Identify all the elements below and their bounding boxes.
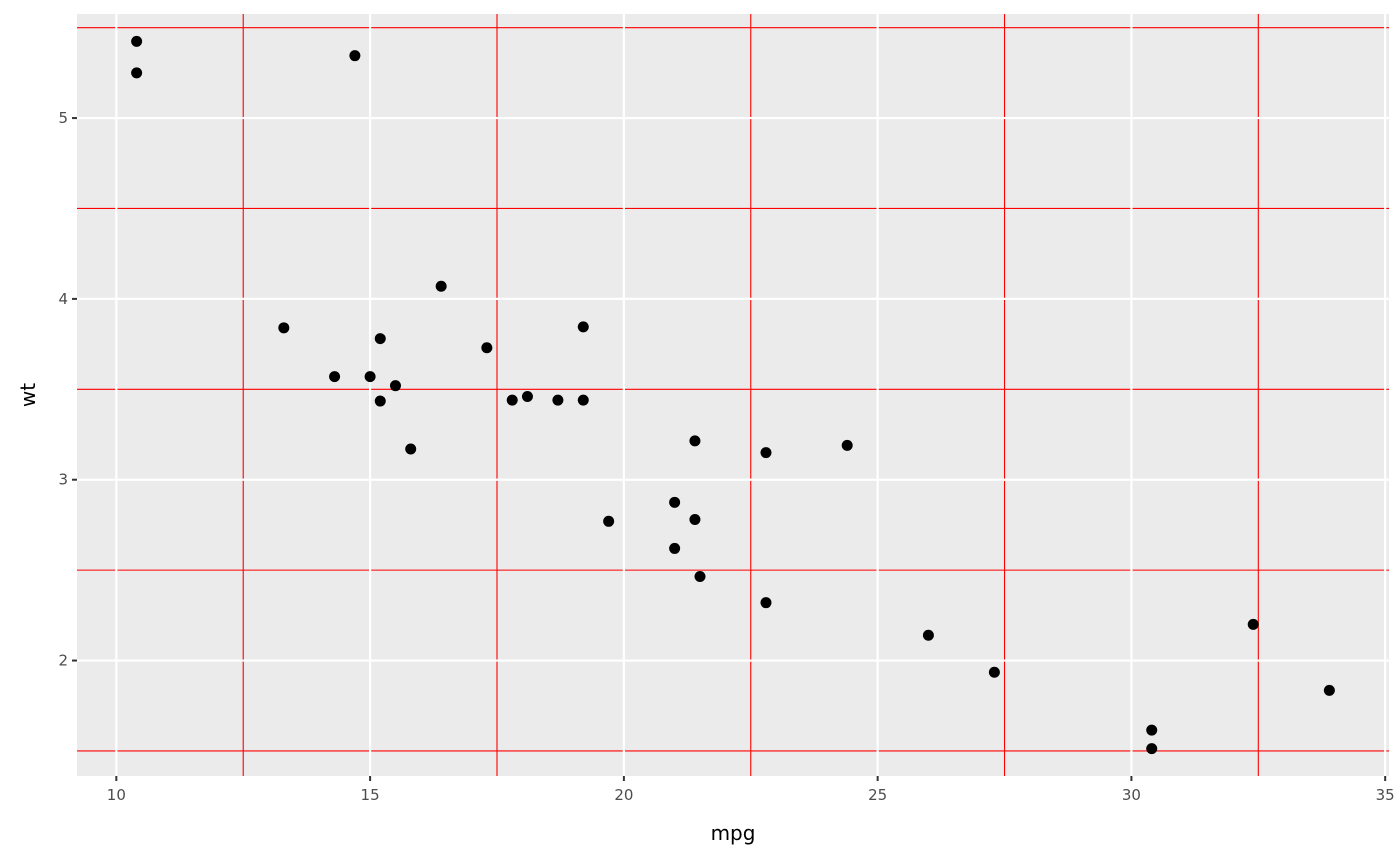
data-point bbox=[577, 321, 589, 333]
data-point bbox=[1323, 684, 1335, 696]
data-point bbox=[481, 342, 493, 354]
data-points bbox=[131, 35, 1335, 755]
data-point bbox=[603, 515, 615, 527]
data-point bbox=[521, 391, 533, 403]
data-point bbox=[1146, 743, 1158, 755]
x-tick-label: 20 bbox=[614, 786, 633, 804]
y-tick-label: 3 bbox=[58, 471, 68, 489]
y-axis: 2 3 4 5 bbox=[58, 109, 77, 670]
major-gridlines bbox=[77, 14, 1389, 776]
x-tick-label: 35 bbox=[1376, 786, 1395, 804]
data-point bbox=[669, 496, 681, 508]
y-tick-label: 4 bbox=[58, 290, 68, 308]
data-point bbox=[389, 380, 401, 392]
x-tick-label: 30 bbox=[1122, 786, 1141, 804]
data-point bbox=[374, 395, 386, 407]
data-point bbox=[760, 447, 772, 459]
x-axis: 10 15 20 25 30 35 bbox=[107, 776, 1395, 804]
data-point bbox=[760, 597, 772, 609]
data-point bbox=[506, 394, 518, 406]
data-point bbox=[435, 280, 447, 292]
data-point bbox=[364, 371, 376, 383]
data-point bbox=[988, 666, 1000, 678]
data-point bbox=[552, 394, 564, 406]
data-point bbox=[349, 50, 361, 62]
data-point bbox=[405, 443, 417, 455]
data-point bbox=[329, 371, 341, 383]
data-point bbox=[841, 439, 853, 451]
data-point bbox=[669, 542, 681, 554]
data-point bbox=[374, 333, 386, 345]
data-point bbox=[922, 629, 934, 641]
data-point bbox=[1146, 724, 1158, 736]
y-axis-title: wt bbox=[16, 383, 40, 407]
data-point bbox=[131, 35, 143, 47]
data-point bbox=[694, 570, 706, 582]
data-point bbox=[577, 394, 589, 406]
data-point bbox=[1247, 618, 1259, 630]
y-tick-label: 2 bbox=[58, 652, 68, 670]
x-tick-label: 15 bbox=[361, 786, 380, 804]
data-point bbox=[131, 67, 143, 79]
data-point bbox=[689, 513, 701, 525]
y-tick-label: 5 bbox=[58, 109, 68, 127]
data-point bbox=[689, 435, 701, 447]
panel-background bbox=[77, 14, 1389, 776]
x-tick-label: 25 bbox=[868, 786, 887, 804]
data-point bbox=[278, 322, 290, 334]
x-axis-title: mpg bbox=[711, 821, 756, 845]
x-tick-label: 10 bbox=[107, 786, 126, 804]
minor-gridlines bbox=[77, 14, 1389, 776]
